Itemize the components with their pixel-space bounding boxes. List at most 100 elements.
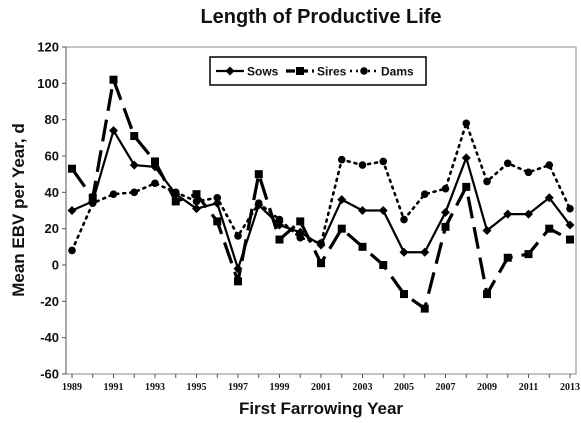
data-point-sires	[68, 164, 76, 173]
y-tick-label: 100	[37, 76, 59, 91]
data-point-dams	[503, 159, 512, 168]
data-point-sires	[524, 250, 533, 259]
plot-frame	[65, 46, 577, 375]
data-point-sires	[317, 259, 325, 268]
series-line-dams	[70, 122, 572, 252]
x-tick-label: 1997	[228, 382, 248, 393]
data-point-dams	[566, 204, 574, 213]
data-point-sires	[503, 253, 512, 262]
data-point-sows	[129, 160, 139, 170]
series-line-sires	[70, 78, 571, 311]
data-point-sires	[545, 224, 554, 233]
y-tick-label: 0	[52, 258, 59, 273]
chart-title: Length of Productive Life	[200, 6, 442, 28]
x-tick-label: 2003	[353, 382, 373, 393]
data-point-sows	[378, 206, 388, 215]
data-point-sows	[337, 195, 347, 205]
x-tick-label: 2005	[394, 382, 414, 393]
y-tick-label: 120	[37, 40, 59, 55]
legend-label-sires: Sires	[317, 65, 347, 79]
data-point-dams	[213, 193, 222, 202]
data-point-sows	[544, 193, 554, 203]
data-point-dams	[254, 199, 263, 208]
data-point-dams	[68, 246, 76, 255]
data-point-sires	[296, 217, 305, 226]
data-point-dams	[358, 161, 367, 169]
data-point-sires	[337, 224, 346, 233]
data-point-sows	[482, 225, 492, 235]
legend-label-sows: Sows	[247, 65, 279, 79]
data-point-dams	[192, 197, 201, 206]
data-point-dams	[234, 232, 242, 240]
x-tick-label: 2007	[436, 382, 456, 393]
data-point-dams	[545, 161, 554, 169]
data-point-dams	[379, 157, 388, 166]
legend-box	[209, 56, 427, 86]
x-tick-label: 1991	[104, 382, 124, 393]
y-tick-label: 80	[45, 112, 59, 127]
x-tick-label: 2009	[477, 382, 497, 393]
data-point-dams	[296, 233, 305, 242]
y-tick-label: -20	[40, 294, 59, 309]
data-point-sires	[109, 75, 118, 84]
x-tick-label: 2013	[560, 382, 580, 393]
legend-marker-sows	[225, 66, 235, 76]
y-tick-label: -60	[40, 367, 59, 382]
data-point-dams	[524, 168, 533, 177]
data-point-sows	[441, 207, 450, 217]
data-point-sires	[483, 290, 491, 299]
y-tick-label: -40	[40, 330, 59, 345]
data-point-sires	[275, 235, 284, 244]
legend-marker-sires	[296, 67, 304, 75]
data-point-dams	[130, 188, 139, 197]
data-point-sires	[234, 277, 242, 286]
x-tick-label: 1993	[145, 382, 165, 393]
data-point-sows	[358, 206, 367, 215]
data-point-sires	[441, 222, 450, 231]
legend-marker-dams	[360, 67, 368, 75]
x-tick-label: 2001	[311, 382, 331, 393]
data-point-sows	[503, 209, 513, 219]
data-point-sires	[254, 170, 263, 179]
y-tick-label: 20	[45, 221, 59, 236]
data-point-sires	[171, 197, 180, 206]
data-point-dams	[483, 177, 491, 186]
data-point-sires	[358, 242, 367, 251]
data-point-dams	[462, 119, 471, 128]
data-point-sires	[151, 157, 159, 166]
data-point-sows	[67, 206, 77, 215]
data-point-dams	[400, 215, 408, 224]
data-point-dams	[171, 188, 180, 197]
data-point-sows	[109, 126, 118, 136]
x-axis-title: First Farrowing Year	[238, 399, 404, 418]
x-tick-label: 1999	[270, 382, 290, 393]
data-point-sires	[566, 235, 574, 244]
data-point-sows	[192, 204, 201, 214]
data-point-dams	[337, 155, 346, 164]
data-point-sires	[379, 261, 388, 269]
data-point-dams	[275, 215, 284, 224]
data-point-dams	[420, 190, 429, 198]
data-point-sires	[400, 290, 408, 299]
data-point-sires	[462, 182, 471, 191]
data-point-sows	[399, 247, 409, 257]
x-tick-label: 1995	[187, 382, 207, 393]
y-tick-label: 40	[45, 185, 59, 200]
data-point-sows	[420, 247, 430, 257]
data-point-sires	[213, 217, 222, 226]
data-point-dams	[88, 199, 97, 208]
data-point-sows	[461, 153, 471, 163]
data-point-sires	[88, 193, 97, 202]
data-point-dams	[317, 239, 325, 247]
data-point-dams	[109, 190, 118, 198]
x-tick-label: 1989	[62, 382, 82, 393]
data-point-sires	[130, 132, 139, 141]
legend-label-dams: Dams	[381, 65, 414, 79]
data-point-sows	[565, 220, 575, 230]
y-tick-label: 60	[45, 149, 59, 164]
data-point-sires	[192, 190, 201, 199]
data-point-sows	[524, 209, 533, 219]
data-point-dams	[441, 184, 450, 193]
